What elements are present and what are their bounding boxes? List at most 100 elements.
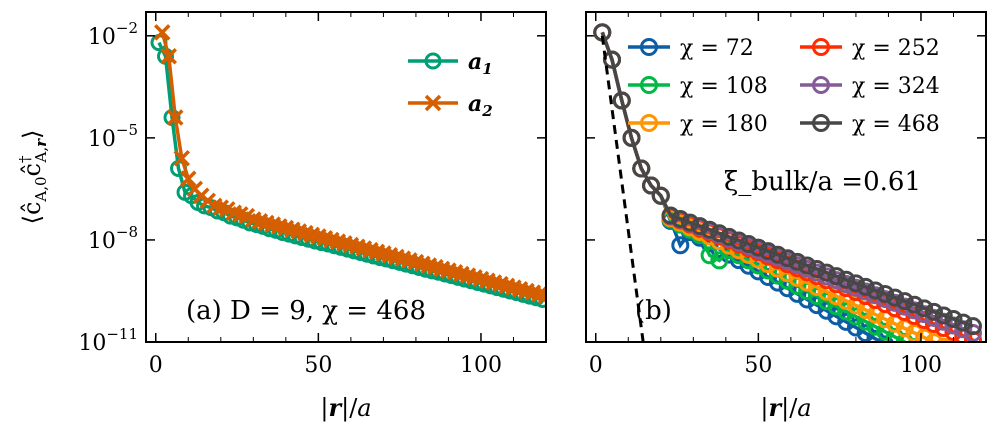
data-point-chi-180 [936, 337, 952, 342]
data-point-chi-468 [924, 302, 943, 321]
data-point-a2 [537, 287, 546, 305]
data-point-chi-468 [720, 227, 739, 246]
data-point-chi-468 [885, 288, 904, 307]
y-tick-label: 10−11 [78, 325, 138, 356]
panel-b: 0 50 100 |r|/a χ = 72 χ = 108 χ = 180 χ = 252… [585, 11, 987, 423]
data-point-a1 [163, 108, 181, 126]
data-point-chi-468 [651, 186, 670, 205]
data-point-chi-108 [946, 360, 961, 375]
data-point-chi-180 [965, 353, 980, 368]
data-point-a2 [180, 170, 197, 187]
data-point-chi-180 [915, 328, 934, 342]
panel-b-legend: χ = 72 χ = 108 χ = 180 χ = 252 χ = 324 χ = 46… [628, 36, 940, 137]
legend-entry-chi-468: χ = 468 [800, 112, 940, 137]
legend-entry-a1: a1 [408, 49, 493, 78]
data-point-chi-468 [768, 245, 787, 264]
data-point-chi-180 [846, 296, 865, 315]
data-point-chi-324 [895, 297, 914, 316]
data-point-chi-468 [905, 295, 924, 314]
data-point-chi-468 [778, 249, 797, 268]
data-point-chi-468 [807, 260, 826, 279]
x-tick-label: 100 [460, 353, 502, 378]
data-point-chi-468 [690, 217, 709, 236]
legend-entry-chi-252: χ = 252 [800, 36, 940, 61]
data-point-chi-468 [700, 220, 719, 239]
data-point-chi-468 [739, 235, 758, 254]
svg-text:a2: a2 [468, 91, 493, 120]
y-tick-label: 10−8 [88, 223, 138, 254]
x-tick-label: 50 [744, 353, 772, 378]
x-tick-label: 0 [589, 353, 603, 378]
data-point-chi-468 [642, 176, 661, 195]
data-point-chi-180 [924, 333, 943, 342]
data-point-chi-72 [956, 382, 971, 397]
legend-label: χ = 324 [852, 74, 940, 99]
data-point-a2 [167, 109, 184, 126]
panel-a: 0 50 100 10−2 10−5 10−8 10−11 ⟨ĉA,0ĉ†A,r⟩ |r|… [16, 11, 986, 423]
data-point-chi-468 [710, 224, 729, 243]
panel-b-annotation: (b) [635, 296, 672, 326]
data-point-chi-468 [612, 91, 631, 110]
panel-a-annotation: (a) D = 9, χ = 468 [186, 296, 426, 326]
data-point-chi-468 [963, 317, 982, 336]
panel-a-y-ticks: 10−2 10−5 10−8 10−11 [78, 19, 986, 356]
svg-text:a1: a1 [468, 49, 493, 78]
legend-a1-base: a [468, 49, 482, 75]
panel-a-frame [145, 11, 547, 343]
legend-label: χ = 252 [852, 36, 940, 61]
data-point-chi-180 [905, 323, 924, 342]
data-point-chi-108 [827, 297, 846, 316]
data-point-chi-468 [622, 128, 641, 147]
y-tick-label: 10−5 [88, 121, 138, 152]
data-point-chi-468 [788, 252, 807, 271]
data-point-chi-468 [876, 285, 895, 304]
legend-a2-base: a [468, 91, 482, 117]
data-point-chi-468 [681, 213, 700, 232]
legend-entry-chi-180: χ = 180 [628, 112, 768, 137]
data-point-chi-468 [671, 210, 690, 229]
data-point-chi-468 [866, 281, 885, 300]
data-point-chi-72 [671, 236, 690, 255]
data-point-chi-72 [965, 387, 980, 402]
x-tick-label: 0 [149, 353, 163, 378]
legend-label: χ = 468 [852, 112, 940, 137]
data-point-chi-468 [817, 263, 836, 282]
data-point-chi-108 [817, 292, 836, 311]
data-point-chi-180 [956, 348, 971, 363]
panel-b-xlabel: |r|/a [760, 393, 811, 423]
data-point-a2 [173, 150, 191, 167]
data-point-chi-108 [700, 246, 719, 265]
panel-a-xlabel: |r|/a [320, 393, 371, 423]
data-point-chi-468 [759, 242, 778, 261]
panel-a-ticks: 0 50 100 [149, 12, 547, 378]
data-point-chi-468 [729, 231, 748, 250]
data-point-chi-108 [965, 370, 980, 385]
panel-a-ylabel: ⟨ĉA,0ĉ†A,r⟩ [16, 130, 50, 225]
data-point-chi-468 [661, 206, 680, 225]
data-point-chi-468 [895, 292, 914, 311]
data-point-chi-468 [837, 270, 856, 289]
data-point-chi-468 [632, 159, 651, 178]
data-point-chi-468 [846, 274, 865, 293]
series-line-a1 [157, 41, 544, 302]
data-point-chi-468 [827, 267, 846, 286]
y-tick-label: 10−2 [88, 19, 138, 50]
data-point-a2 [154, 24, 171, 41]
legend-entry-a2: a2 [408, 91, 493, 120]
legend-a2-sub: 2 [481, 102, 492, 120]
data-point-chi-468 [856, 277, 875, 296]
data-point-chi-324 [885, 293, 904, 312]
data-point-chi-108 [710, 251, 729, 270]
data-point-chi-468 [915, 299, 934, 318]
panel-a-legend: a1 a2 [408, 49, 493, 120]
panel-b-frame [585, 11, 987, 343]
legend-a1-sub: 1 [482, 60, 492, 78]
panel-b-series [593, 23, 982, 402]
legend-entry-chi-324: χ = 324 [800, 74, 940, 99]
legend-entry-chi-108: χ = 108 [628, 74, 768, 99]
panel-b-xi-label: ξ_bulk/a =0.61 [724, 167, 921, 197]
panel-a-series [150, 24, 546, 308]
data-point-chi-108 [956, 365, 971, 380]
legend-entry-chi-72: χ = 72 [628, 36, 754, 61]
